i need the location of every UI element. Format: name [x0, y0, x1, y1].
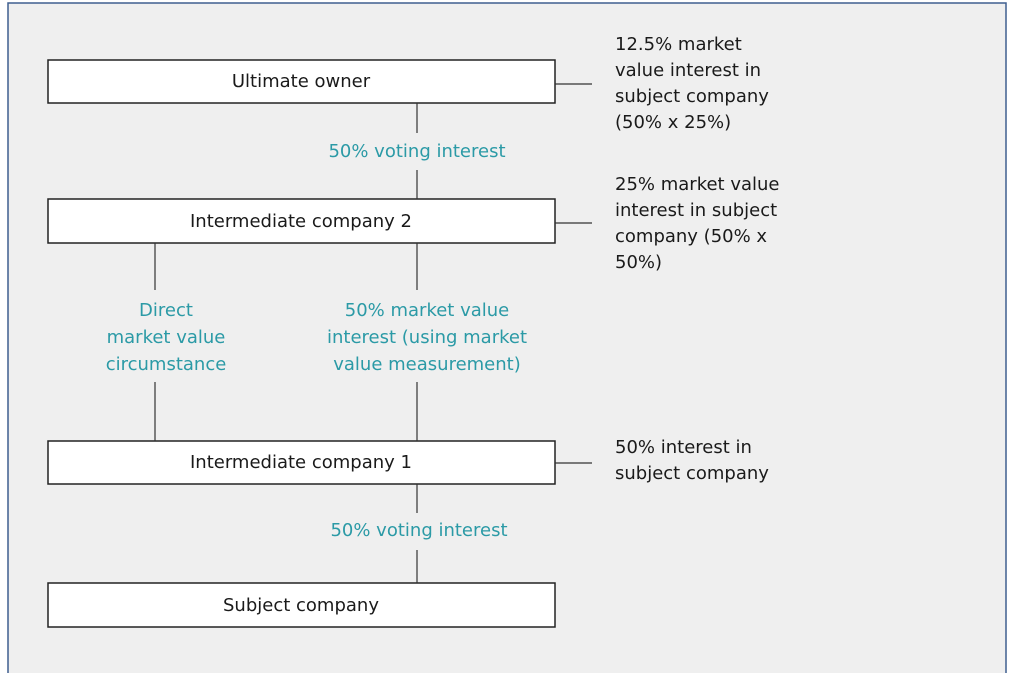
edge-label: interest (using market — [327, 327, 527, 348]
note: 50%) — [615, 252, 662, 273]
node-box — [47, 59, 556, 104]
note: subject company — [615, 86, 769, 107]
node-label: Intermediate company 1 — [190, 452, 412, 473]
node-label: Ultimate owner — [232, 71, 371, 92]
note: company (50% x — [615, 226, 767, 247]
edge-label: value measurement) — [333, 354, 521, 375]
note: 25% market value — [615, 174, 780, 195]
node-label: Subject company — [223, 595, 379, 616]
note: 12.5% market — [615, 34, 742, 55]
edge-label: circumstance — [106, 354, 227, 375]
edge-label: Direct — [139, 300, 193, 321]
note: value interest in — [615, 60, 761, 81]
edge-label: 50% voting interest — [328, 141, 505, 162]
node-box — [47, 198, 556, 244]
node-box — [47, 582, 556, 628]
note: 50% interest in — [615, 437, 752, 458]
edge-label: 50% market value — [345, 300, 510, 321]
note: interest in subject — [615, 200, 777, 221]
frame — [7, 2, 1007, 673]
note: (50% x 25%) — [615, 112, 731, 133]
node-box — [47, 440, 556, 485]
node-label: Intermediate company 2 — [190, 211, 412, 232]
edge-label: 50% voting interest — [330, 520, 507, 541]
note: subject company — [615, 463, 769, 484]
edge-label: market value — [107, 327, 226, 348]
